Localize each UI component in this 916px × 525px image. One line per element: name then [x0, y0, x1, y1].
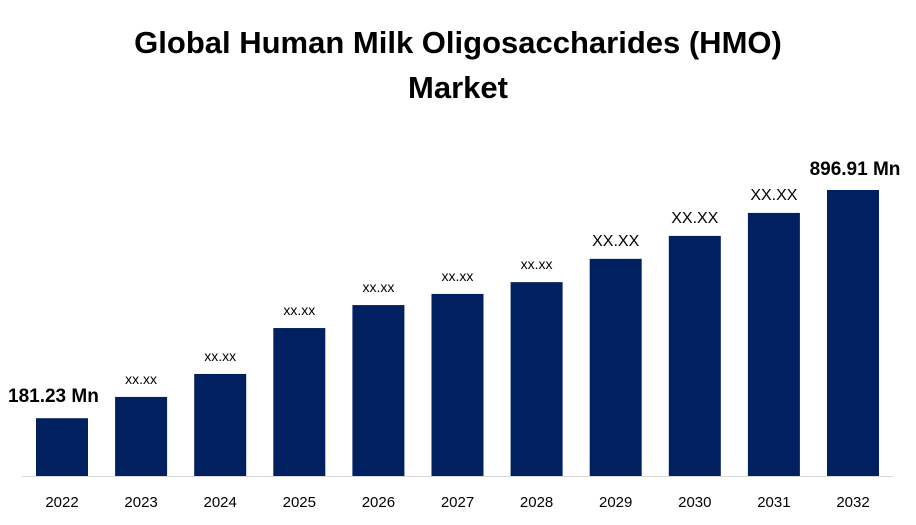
x-tick-label: 2024 [204, 494, 237, 511]
bar [36, 418, 88, 476]
bar [510, 282, 563, 476]
value-label: xx.xx [521, 256, 553, 272]
bar [589, 258, 642, 476]
bar [115, 396, 168, 476]
value-label: XX.XX [592, 233, 639, 250]
x-tick-label: 2032 [836, 494, 869, 511]
value-label: xx.xx [125, 371, 157, 387]
chart-title: Global Human Milk Oligosaccharides (HMO)… [134, 25, 782, 105]
x-tick-label: 2027 [441, 494, 474, 511]
x-tick-label: 2030 [678, 494, 711, 511]
x-tick-label: 2028 [520, 494, 553, 511]
value-label: xx.xx [204, 348, 236, 364]
x-tick-label: 2022 [45, 494, 78, 511]
x-tick-label: 2026 [362, 494, 395, 511]
bar [194, 373, 247, 476]
value-label: XX.XX [750, 187, 797, 204]
bar [668, 235, 721, 476]
value-label: 181.23 Mn [8, 386, 99, 407]
bar [352, 305, 405, 476]
x-tick-label: 2025 [283, 494, 316, 511]
value-label: xx.xx [442, 268, 474, 284]
value-label: xx.xx [283, 302, 315, 318]
x-tick-label: 2029 [599, 494, 632, 511]
bar [827, 190, 879, 476]
x-tick-label: 2023 [124, 494, 157, 511]
bar [747, 212, 800, 477]
value-label: xx.xx [362, 279, 394, 295]
bar [431, 293, 484, 476]
bar [273, 328, 326, 476]
x-tick-label: 2031 [757, 494, 790, 511]
value-label: XX.XX [671, 210, 718, 227]
value-label: 896.91 Mn [810, 159, 901, 180]
